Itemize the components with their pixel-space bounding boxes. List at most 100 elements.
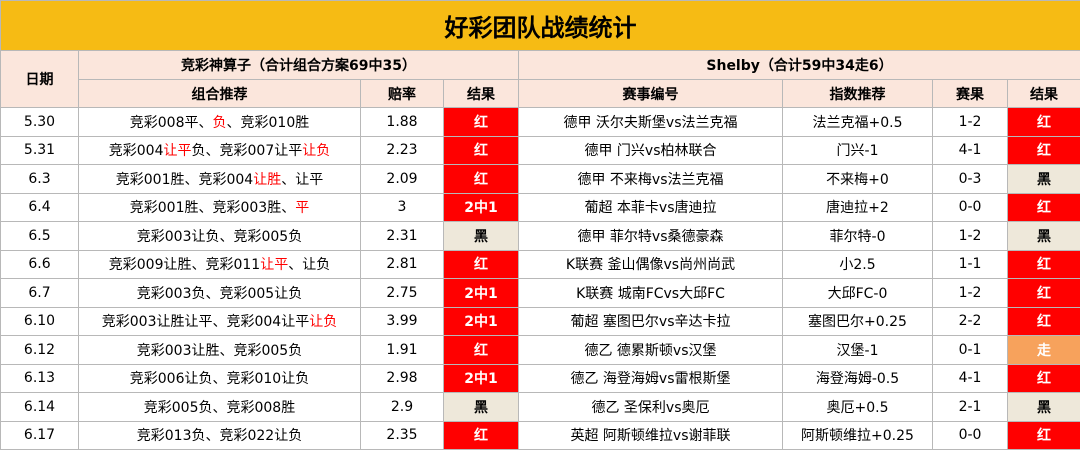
header-cell: 指数推荐: [782, 79, 933, 108]
combo-segment: 、让平: [281, 171, 324, 188]
result-cell: 红: [1007, 135, 1080, 165]
header-row: 日期 竞彩神算子（合计组合方案69中35） Shelby（合计59中34走6）: [0, 50, 1080, 108]
header-cell: 赔率: [360, 79, 444, 108]
combo-segment: 让负: [309, 314, 338, 331]
combo-cell: 竞彩001胜、竞彩004让胜、让平: [78, 164, 361, 194]
combo-segment: 竞彩006让负、竞彩010让负: [129, 371, 310, 388]
match-cell: K联赛 釜山偶像vs尚州尚武: [518, 249, 783, 279]
date-cell: 6.5: [0, 221, 79, 251]
data-row: 6.10 竞彩003让胜让平、竞彩004让平让负 3.99 2中1 葡超 塞图巴尔vs辛…: [0, 306, 1080, 336]
date-cell: 5.31: [0, 135, 79, 165]
odds-cell: 2.9: [360, 392, 444, 422]
result-cell: 红: [1007, 306, 1080, 336]
combo-segment: 竞彩001胜、竞彩003胜、: [129, 200, 296, 217]
data-row: 6.13 竞彩006让负、竞彩010让负 2.98 2中1 德乙 海登海姆vs雷根斯堡海…: [0, 363, 1080, 393]
score-cell: 1-1: [932, 249, 1008, 279]
score-cell: 1-2: [932, 107, 1008, 137]
result-cell: 2中1: [443, 192, 519, 222]
result-cell: 2中1: [443, 363, 519, 393]
combo-cell: 竞彩005负、竞彩008胜: [78, 392, 361, 422]
date-cell: 6.6: [0, 249, 79, 279]
combo-segment: 竞彩004: [108, 143, 164, 160]
match-cell: 葡超 本菲卡vs唐迪拉: [518, 192, 783, 222]
pick-cell: 大邱FC-0: [782, 278, 933, 308]
combo-segment: 竞彩003让胜、竞彩005负: [136, 342, 303, 359]
result-cell: 黑: [443, 221, 519, 251]
result-cell: 红: [443, 249, 519, 279]
header-cell: Shelby（合计59中34走6）: [518, 50, 1080, 80]
combo-segment: 竞彩005负、竞彩008胜: [143, 399, 296, 416]
data-row: 6.17 竞彩013负、竞彩022让负 2.35 红英超 阿斯顿维拉vs谢菲联 阿斯顿维…: [0, 420, 1080, 450]
pick-cell: 小2.5: [782, 249, 933, 279]
result-cell: 红: [1007, 249, 1080, 279]
date-cell: 6.4: [0, 192, 79, 222]
data-row: 6.3 竞彩001胜、竞彩004让胜、让平 2.09 红德甲 不来梅vs法兰克福 不来梅…: [0, 164, 1080, 194]
match-cell: 德乙 德累斯顿vs汉堡: [518, 335, 783, 365]
combo-cell: 竞彩003让胜让平、竞彩004让平让负: [78, 306, 361, 336]
data-row: 5.31 竞彩004让平负、竞彩007让平让负 2.23 红德甲 门兴vs柏林联合 门兴…: [0, 135, 1080, 165]
date-cell: 6.14: [0, 392, 79, 422]
pick-cell: 菲尔特-0: [782, 221, 933, 251]
date-cell: 6.3: [0, 164, 79, 194]
odds-cell: 1.88: [360, 107, 444, 137]
date-cell: 6.7: [0, 278, 79, 308]
data-row: 6.6 竞彩009让胜、竞彩011让平、让负 2.81 红 K联赛 釜山偶像vs尚州尚武…: [0, 249, 1080, 279]
match-cell: 德乙 圣保利vs奥厄: [518, 392, 783, 422]
combo-segment: 、竞彩010胜: [226, 114, 310, 131]
combo-segment: 竞彩003负、竞彩005让负: [136, 285, 303, 302]
date-cell: 6.10: [0, 306, 79, 336]
date-cell: 6.13: [0, 363, 79, 393]
result-cell: 走: [1007, 335, 1080, 365]
header-cell: 赛事编号: [518, 79, 783, 108]
date-cell: 6.17: [0, 420, 79, 450]
result-cell: 红: [1007, 107, 1080, 137]
odds-cell: 2.23: [360, 135, 444, 165]
pick-cell: 塞图巴尔+0.25: [782, 306, 933, 336]
combo-segment: 竞彩003让胜让平、竞彩004让平: [101, 314, 310, 331]
match-cell: 德甲 沃尔夫斯堡vs法兰克福: [518, 107, 783, 137]
pick-cell: 门兴-1: [782, 135, 933, 165]
odds-cell: 3.99: [360, 306, 444, 336]
odds-cell: 3: [360, 192, 444, 222]
result-cell: 黑: [443, 392, 519, 422]
match-cell: 德甲 菲尔特vs桑德豪森: [518, 221, 783, 251]
combo-segment: 、让负: [288, 257, 331, 274]
header-cell: 结果: [1007, 79, 1080, 108]
data-row: 6.14 竞彩005负、竞彩008胜 2.9 黑德乙 圣保利vs奥厄 奥厄+0.5 2-1…: [0, 392, 1080, 422]
result-cell: 红: [1007, 420, 1080, 450]
combo-cell: 竞彩001胜、竞彩003胜、平: [78, 192, 361, 222]
combo-segment: 负、竞彩007让平: [191, 143, 303, 160]
result-cell: 黑: [1007, 221, 1080, 251]
result-cell: 红: [443, 135, 519, 165]
combo-cell: 竞彩008平、负、竞彩010胜: [78, 107, 361, 137]
score-cell: 0-0: [932, 192, 1008, 222]
pick-cell: 不来梅+0: [782, 164, 933, 194]
header-cell: 日期: [0, 50, 79, 108]
combo-segment: 让负: [302, 143, 331, 160]
pick-cell: 唐迪拉+2: [782, 192, 933, 222]
combo-segment: 让平: [260, 257, 289, 274]
combo-cell: 竞彩003让负、竞彩005负: [78, 221, 361, 251]
match-cell: 葡超 塞图巴尔vs辛达卡拉: [518, 306, 783, 336]
data-row: 6.12 竞彩003让胜、竞彩005负 1.91 红德乙 德累斯顿vs汉堡 汉堡-1 0-…: [0, 335, 1080, 365]
result-cell: 红: [443, 164, 519, 194]
score-cell: 4-1: [932, 363, 1008, 393]
result-cell: 红: [443, 107, 519, 137]
data-row: 5.30 竞彩008平、负、竞彩010胜 1.88 红德甲 沃尔夫斯堡vs法兰克福 法兰…: [0, 107, 1080, 137]
date-cell: 5.30: [0, 107, 79, 137]
combo-cell: 竞彩013负、竞彩022让负: [78, 420, 361, 450]
result-cell: 红: [1007, 278, 1080, 308]
match-cell: 德甲 门兴vs柏林联合: [518, 135, 783, 165]
combo-cell: 竞彩006让负、竞彩010让负: [78, 363, 361, 393]
score-cell: 0-0: [932, 420, 1008, 450]
combo-cell: 竞彩003负、竞彩005让负: [78, 278, 361, 308]
score-cell: 2-2: [932, 306, 1008, 336]
title-row: 好彩团队战绩统计: [0, 0, 1080, 51]
result-cell: 2中1: [443, 306, 519, 336]
score-cell: 1-2: [932, 221, 1008, 251]
table-title: 好彩团队战绩统计: [0, 0, 1080, 51]
odds-cell: 2.35: [360, 420, 444, 450]
combo-segment: 竞彩008平、: [129, 114, 213, 131]
